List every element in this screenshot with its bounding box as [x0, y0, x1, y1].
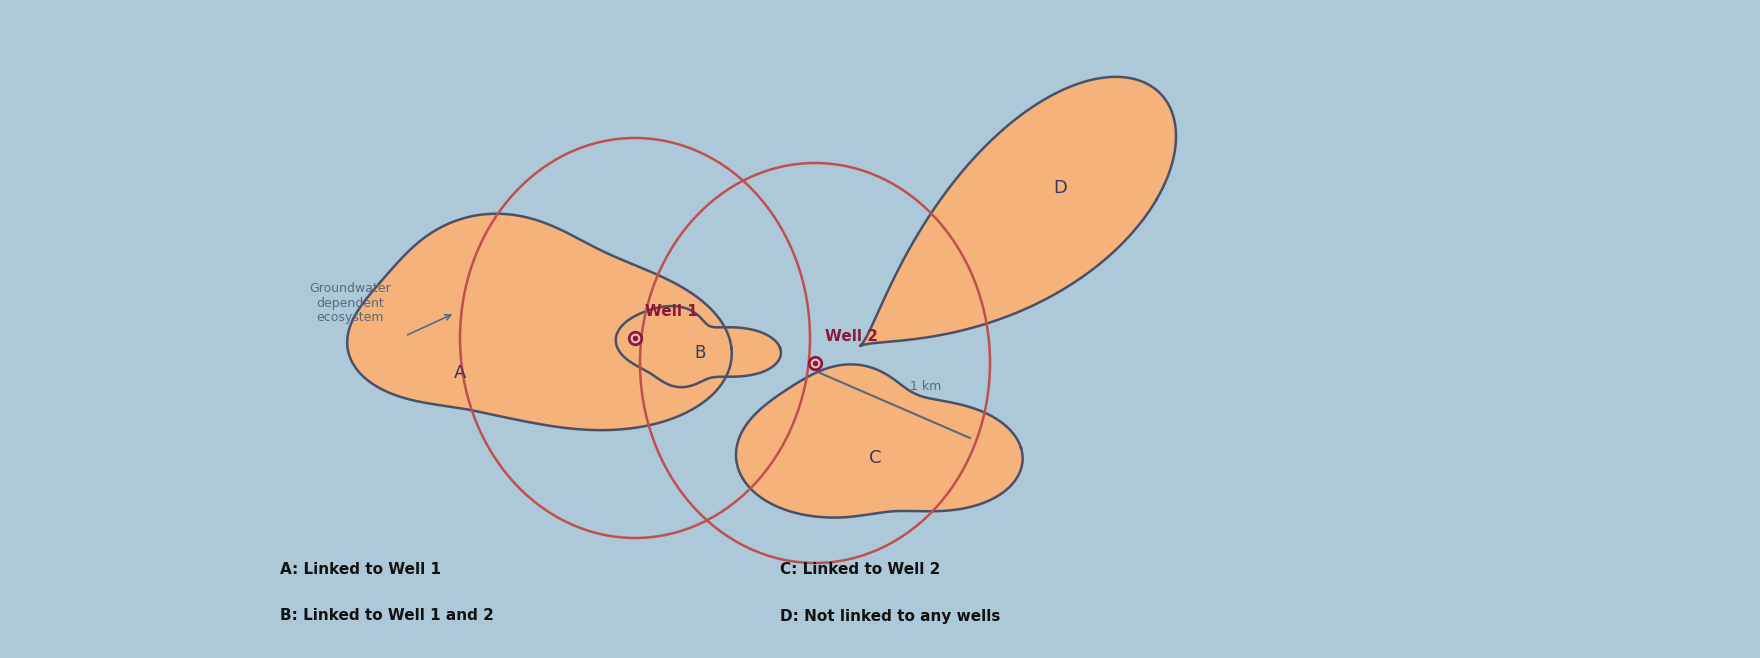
Text: Well 1: Well 1	[644, 304, 697, 319]
Text: A: Linked to Well 1: A: Linked to Well 1	[280, 563, 442, 578]
Text: D: Not linked to any wells: D: Not linked to any wells	[780, 609, 1000, 624]
Text: B: B	[693, 344, 706, 362]
Text: D: D	[1052, 179, 1067, 197]
Text: Groundwater
dependent
ecosystem: Groundwater dependent ecosystem	[310, 282, 391, 324]
Text: Well 2: Well 2	[825, 329, 878, 344]
Text: C: Linked to Well 2: C: Linked to Well 2	[780, 563, 940, 578]
Text: A: A	[454, 364, 466, 382]
Polygon shape	[861, 77, 1176, 346]
Polygon shape	[616, 306, 781, 387]
Polygon shape	[736, 365, 1023, 518]
Polygon shape	[347, 214, 732, 430]
Text: 1 km: 1 km	[910, 380, 942, 393]
Text: B: Linked to Well 1 and 2: B: Linked to Well 1 and 2	[280, 609, 495, 624]
Text: C: C	[869, 449, 882, 467]
